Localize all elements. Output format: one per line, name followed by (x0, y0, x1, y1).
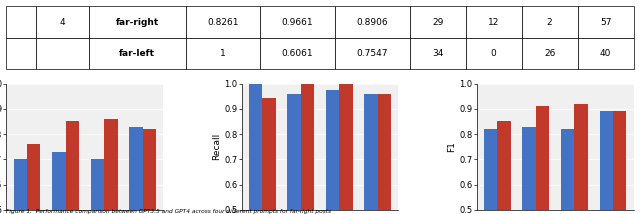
Bar (600, 111, 613, 214)
Bar (104, 119, 118, 214)
Bar (484, 129, 497, 214)
Bar (613, 111, 627, 214)
Bar (52, 152, 65, 214)
Bar (65, 122, 79, 214)
Bar (287, 94, 301, 214)
Bar (91, 159, 104, 214)
Bar (129, 126, 143, 214)
Bar (262, 98, 276, 214)
Y-axis label: F1: F1 (447, 141, 456, 152)
Bar (339, 84, 353, 214)
Text: Figure 1.  Performance comparison between GPT3.5 and GPT4 across four different : Figure 1. Performance comparison between… (6, 209, 332, 214)
Bar (364, 94, 378, 214)
Bar (13, 159, 27, 214)
Y-axis label: Recall: Recall (212, 133, 221, 160)
Bar (143, 129, 156, 214)
Bar (249, 84, 262, 214)
Bar (561, 129, 575, 214)
Bar (301, 84, 314, 214)
Bar (497, 122, 511, 214)
Bar (27, 144, 40, 214)
Bar (326, 90, 339, 214)
Bar (575, 104, 588, 214)
Bar (522, 126, 536, 214)
Bar (536, 106, 549, 214)
Bar (378, 94, 391, 214)
